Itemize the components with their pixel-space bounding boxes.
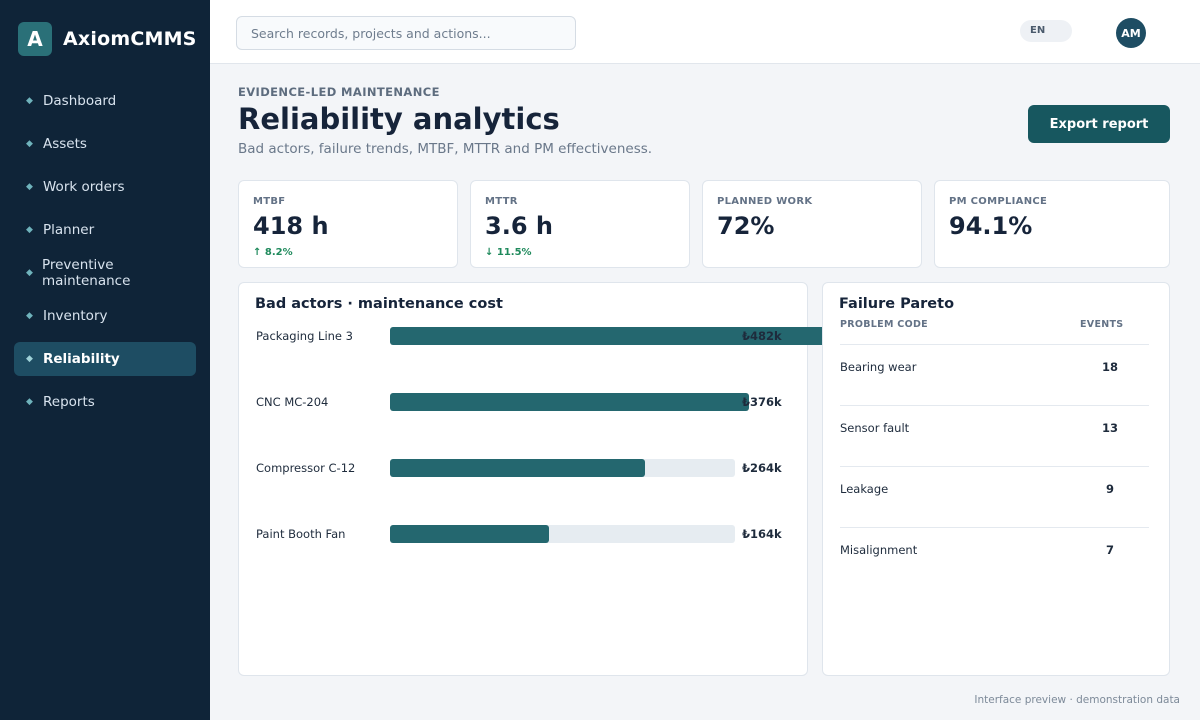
column-header-problem-code: PROBLEM CODE (840, 319, 928, 330)
bar-fill (390, 459, 645, 477)
bar-value-label: ₺482k (742, 329, 782, 343)
table-row[interactable]: Leakage 9 (840, 466, 1149, 527)
sidebar: A AxiomCMMS ◆ Dashboard ◆ Assets ◆ Work ord… (0, 0, 210, 720)
bar-fill (390, 525, 549, 543)
column-header-events: EVENTS (1080, 319, 1124, 330)
diamond-icon: ◆ (26, 268, 33, 278)
bar-row[interactable]: Compressor C-12 ₺264k (239, 458, 809, 478)
brand-name: AxiomCMMS (63, 28, 197, 50)
search-input[interactable] (236, 16, 576, 50)
sidebar-item-label: Assets (43, 136, 87, 152)
export-report-button[interactable]: Export report (1028, 105, 1170, 143)
page-eyebrow: EVIDENCE-LED MAINTENANCE (238, 85, 440, 99)
table-row[interactable]: Sensor fault 13 (840, 405, 1149, 466)
sidebar-item-label: Planner (43, 222, 95, 238)
brand[interactable]: A AxiomCMMS (18, 22, 197, 56)
sidebar-item-label: Preventive maintenance (41, 257, 131, 289)
failure-pareto-title: Failure Pareto (839, 296, 955, 312)
event-count: 7 (1105, 543, 1114, 557)
sidebar-item-reliability[interactable]: ◆ Reliability (14, 342, 196, 376)
sidebar-item-inventory[interactable]: ◆ Inventory (14, 299, 196, 333)
avatar[interactable]: AM (1116, 18, 1146, 48)
sidebar-item-assets[interactable]: ◆ Assets (14, 127, 196, 161)
bar-label: CNC MC-204 (256, 395, 329, 409)
problem-code: Leakage (840, 482, 889, 496)
sidebar-nav: ◆ Dashboard ◆ Assets ◆ Work orders ◆ Planner… (14, 84, 196, 428)
sidebar-item-label: Reliability (43, 351, 120, 367)
diamond-icon: ◆ (26, 139, 33, 149)
bar-row[interactable]: Paint Booth Fan ₺164k (239, 524, 809, 544)
bar-value-label: ₺164k (742, 527, 782, 541)
problem-code: Sensor fault (840, 421, 910, 435)
diamond-icon: ◆ (26, 96, 33, 106)
kpi-label: PM COMPLIANCE (949, 196, 1048, 207)
event-count: 18 (1101, 360, 1118, 374)
sidebar-item-label: Dashboard (43, 93, 117, 109)
sidebar-item-dashboard[interactable]: ◆ Dashboard (14, 84, 196, 118)
language-toggle[interactable]: EN (1020, 20, 1072, 42)
bar-label: Paint Booth Fan (256, 527, 346, 541)
bar-row[interactable]: Packaging Line 3 ₺482k (239, 326, 849, 346)
diamond-icon: ◆ (26, 311, 33, 321)
bad-actors-title: Bad actors · maintenance cost (255, 296, 503, 312)
bar-label: Packaging Line 3 (256, 329, 353, 343)
sidebar-item-planner[interactable]: ◆ Planner (14, 213, 196, 247)
kpi-card-pm-compliance: PM COMPLIANCE 94.1% (934, 180, 1170, 268)
kpi-card-mtbf: MTBF 418 h ↑ 8.2% (238, 180, 458, 268)
kpi-label: MTTR (485, 196, 518, 207)
diamond-icon: ◆ (26, 225, 33, 235)
page-subtitle: Bad actors, failure trends, MTBF, MTTR a… (238, 141, 653, 157)
bar-row[interactable]: CNC MC-204 ₺376k (239, 392, 809, 412)
bar-label: Compressor C-12 (256, 461, 356, 475)
kpi-label: PLANNED WORK (717, 196, 813, 207)
diamond-icon: ◆ (26, 182, 33, 192)
kpi-card-planned-work: PLANNED WORK 72% (702, 180, 922, 268)
event-count: 13 (1101, 421, 1118, 435)
kpi-delta: ↑ 8.2% (253, 247, 293, 258)
diamond-icon: ◆ (26, 397, 33, 407)
failure-pareto-panel: Failure Pareto PROBLEM CODE EVENTS Beari… (822, 282, 1170, 676)
bar-value-label: ₺376k (742, 395, 782, 409)
bar-fill (390, 393, 749, 411)
kpi-label: MTBF (253, 196, 286, 207)
table-row[interactable]: Misalignment 7 (840, 527, 1149, 588)
sidebar-item-preventive-maintenance[interactable]: ◆ Preventive maintenance (14, 256, 196, 290)
bad-actors-panel: Bad actors · maintenance cost Packaging … (238, 282, 849, 676)
top-bar: EN AM (210, 0, 1200, 64)
kpi-value: 418 h (253, 212, 329, 240)
sidebar-item-label: Work orders (43, 179, 125, 195)
sidebar-item-work-orders[interactable]: ◆ Work orders (14, 170, 196, 204)
brand-logo: A (18, 22, 52, 56)
diamond-icon: ◆ (26, 354, 33, 364)
bar-value-label: ₺264k (742, 461, 782, 475)
kpi-value: 72% (717, 212, 775, 240)
kpi-value: 3.6 h (485, 212, 553, 240)
sidebar-item-reports[interactable]: ◆ Reports (14, 385, 196, 419)
kpi-value: 94.1% (949, 212, 1033, 240)
sidebar-item-label: Inventory (43, 308, 108, 324)
footer-note: Interface preview · demonstration data (974, 694, 1180, 706)
sidebar-item-label: Reports (43, 394, 95, 410)
problem-code: Misalignment (840, 543, 918, 557)
event-count: 9 (1105, 482, 1114, 496)
bar-fill (390, 327, 849, 345)
page-title: Reliability analytics (238, 102, 560, 136)
problem-code: Bearing wear (840, 360, 917, 374)
kpi-delta: ↓ 11.5% (485, 247, 532, 258)
table-row[interactable]: Bearing wear 18 (840, 344, 1149, 405)
kpi-card-mttr: MTTR 3.6 h ↓ 11.5% (470, 180, 690, 268)
